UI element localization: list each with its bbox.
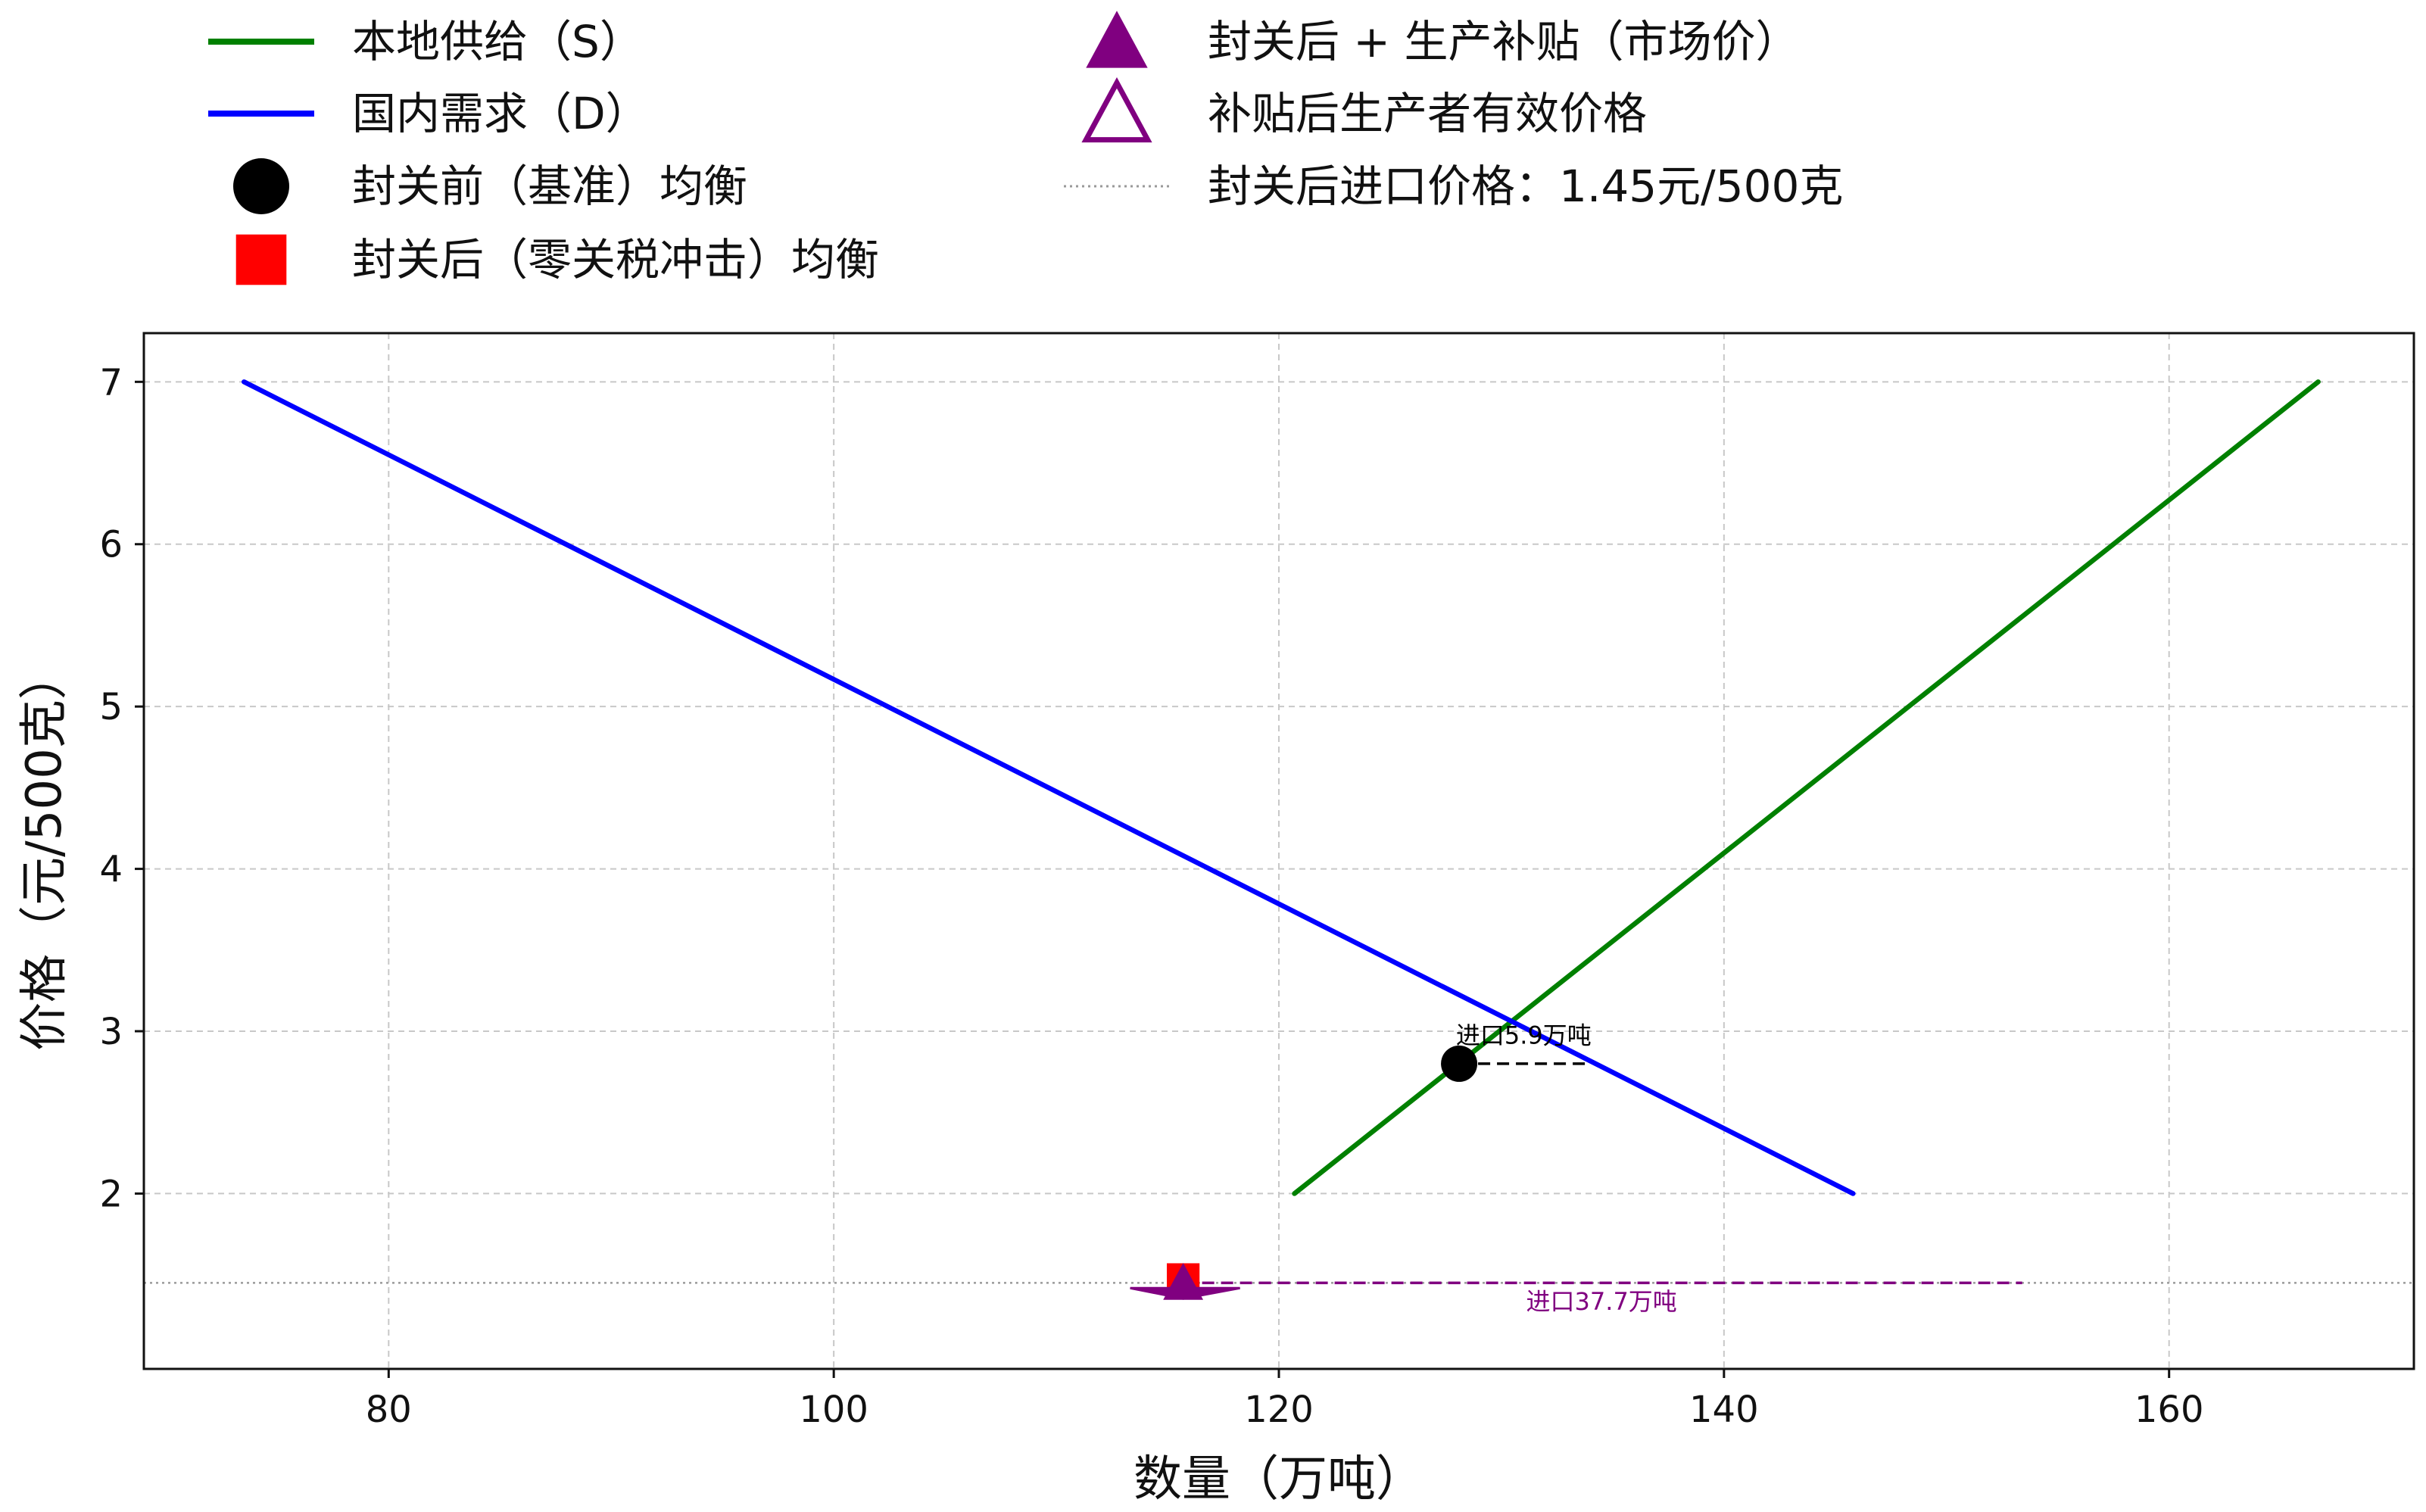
pre-closure-equilibrium-marker — [1441, 1045, 1478, 1082]
legend-label: 封关前（基准）均衡 — [352, 161, 747, 212]
demand-line — [242, 379, 1856, 1196]
legend-label: 封关后 + 生产补贴（市场价） — [1208, 16, 1799, 67]
legend-label: 国内需求（D） — [352, 88, 650, 139]
legend-symbol-square-filled — [235, 234, 287, 285]
x-tick-label: 100 — [799, 1389, 868, 1431]
y-tick-label: 2 — [99, 1173, 123, 1215]
legend-label: 补贴后生产者有效价格 — [1208, 88, 1647, 139]
y-tick-label: 7 — [99, 361, 123, 404]
legend-label: 本地供给（S） — [352, 16, 644, 67]
x-axis-title: 数量（万吨） — [1133, 1451, 1424, 1507]
x-tick-label: 140 — [1689, 1389, 1759, 1431]
y-tick-label: 6 — [99, 524, 123, 566]
markers — [1130, 1045, 1478, 1300]
y-tick-label: 3 — [99, 1011, 123, 1053]
y-tick-label: 4 — [99, 849, 123, 891]
x-tick-label: 160 — [2134, 1389, 2204, 1431]
y-axis-title: 价格（元/500克） — [17, 651, 73, 1051]
legend-symbol-triangle-filled — [1086, 11, 1148, 68]
legend-label: 封关后（零关税冲击）均衡 — [352, 234, 879, 285]
legend-label: 封关后进口价格：1.45元/500克 — [1208, 161, 1843, 212]
legend-symbol-triangle-open — [1081, 76, 1152, 143]
import-annotation-label: 进口5.9万吨 — [1456, 1021, 1592, 1049]
tick-labels: 80 100 120 140 160 2 3 4 5 6 7 — [99, 361, 2203, 1431]
x-tick-label: 120 — [1244, 1389, 1314, 1431]
y-tick-label: 5 — [99, 686, 123, 728]
legend-symbol-circle-filled — [233, 158, 289, 214]
producer-effective-price-marker — [1130, 1286, 1240, 1300]
import-annotation-label: 进口37.7万吨 — [1526, 1287, 1677, 1316]
x-tick-label: 80 — [366, 1389, 412, 1431]
